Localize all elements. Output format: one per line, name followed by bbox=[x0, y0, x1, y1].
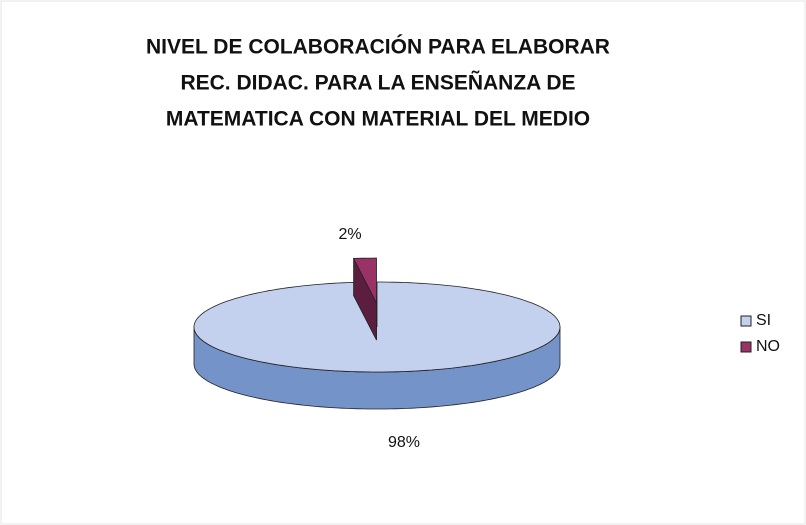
data-label: 2% bbox=[338, 226, 361, 243]
data-label: 98% bbox=[388, 434, 420, 451]
chart-title: NIVEL DE COLABORACIÓN PARA ELABORAR bbox=[146, 35, 610, 59]
chart-title: MATEMATICA CON MATERIAL DEL MEDIO bbox=[166, 108, 590, 131]
slice-top bbox=[193, 281, 561, 373]
pie-slice bbox=[352, 257, 377, 341]
legend-swatch bbox=[740, 341, 752, 353]
legend-label: NO bbox=[756, 338, 780, 355]
slice-top bbox=[352, 257, 377, 304]
legend-swatch bbox=[740, 315, 752, 327]
legend-label: SI bbox=[756, 312, 771, 329]
pie-slice bbox=[193, 281, 561, 410]
chart-title: REC. DIDAC. PARA LA ENSEÑANZA DE bbox=[180, 72, 575, 95]
